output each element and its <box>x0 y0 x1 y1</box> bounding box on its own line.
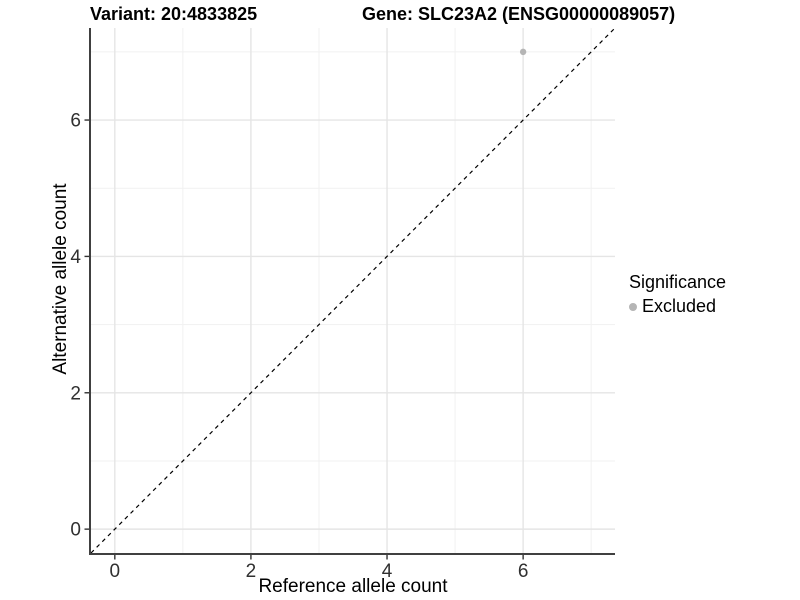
variant-title: Variant: 20:4833825 <box>90 4 258 24</box>
x-tick-label: 4 <box>382 561 393 582</box>
identity-dashed-line <box>90 27 616 554</box>
legend-item-excluded: Excluded <box>629 296 726 317</box>
y-tick-label: 4 <box>70 247 81 268</box>
legend-item-label: Excluded <box>642 296 717 316</box>
legend-title: Significance <box>629 272 727 292</box>
x-tick-label: 6 <box>518 561 529 582</box>
y-tick-label: 6 <box>70 111 81 132</box>
y-axis-title: Alternative allele count <box>50 183 71 375</box>
legend: Significance Excluded <box>629 272 726 317</box>
gene-title: Gene: SLC23A2 (ENSG00000089057) <box>362 4 676 24</box>
legend-point-icon <box>629 302 637 311</box>
y-tick-label: 2 <box>70 383 81 404</box>
x-tick-label: 0 <box>110 561 121 582</box>
x-axis-title: Reference allele count <box>258 576 448 597</box>
x-tick-label: 2 <box>246 561 257 582</box>
data-point <box>519 48 527 56</box>
y-tick-label: 0 <box>70 520 81 541</box>
